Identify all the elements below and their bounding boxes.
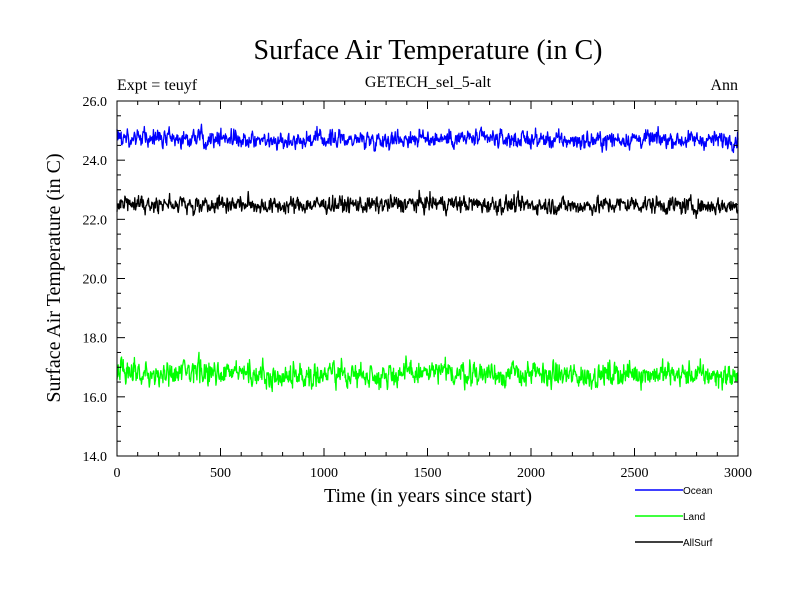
x-tick-label: 3000 [724, 466, 752, 481]
series-line-ocean [116, 123, 739, 154]
legend-label: Ocean [683, 486, 712, 497]
season-label: Ann [710, 77, 738, 94]
x-tick-label: 0 [114, 466, 121, 481]
y-tick-label: 20.0 [83, 273, 108, 288]
x-tick-label: 2000 [517, 466, 545, 481]
experiment-label: Expt = teuyf [117, 77, 198, 94]
x-tick-label: 500 [210, 466, 231, 481]
y-tick-label: 14.0 [83, 450, 108, 465]
legend-item-land: Land [635, 512, 705, 523]
y-ticks: 14.0 16.0 18.0 20.0 22.0 24.0 26.0 [83, 95, 738, 465]
x-tick-label: 1000 [310, 466, 338, 481]
y-tick-label: 16.0 [83, 391, 108, 406]
y-tick-label: 22.0 [83, 213, 108, 228]
y-axis-label: Surface Air Temperature (in C) [43, 153, 65, 402]
y-tick-label: 18.0 [83, 332, 108, 347]
series-layer [116, 123, 739, 393]
x-tick-label: 1500 [414, 466, 442, 481]
legend-item-allsurf: AllSurf [635, 538, 713, 549]
legend-label: AllSurf [683, 538, 713, 549]
series-line-land [116, 351, 739, 393]
legend-item-ocean: Ocean [635, 486, 712, 497]
axes-layer: 14.0 16.0 18.0 20.0 22.0 24.0 26.0 0 500 1000 1500… [83, 95, 753, 481]
series-line-allsurf [116, 189, 739, 220]
x-tick-label: 2500 [621, 466, 649, 481]
y-tick-label: 26.0 [83, 95, 108, 110]
x-axis-label: Time (in years since start) [324, 485, 532, 507]
chart-title: Surface Air Temperature (in C) [254, 35, 603, 66]
x-ticks: 0 500 1000 1500 2000 2500 3000 [114, 101, 752, 481]
plot-frame [116, 100, 739, 457]
chart-subtitle: GETECH_sel_5-alt [365, 74, 492, 91]
y-tick-label: 24.0 [83, 154, 108, 169]
legend-label: Land [683, 512, 705, 523]
legend: Ocean Land AllSurf [635, 486, 713, 549]
